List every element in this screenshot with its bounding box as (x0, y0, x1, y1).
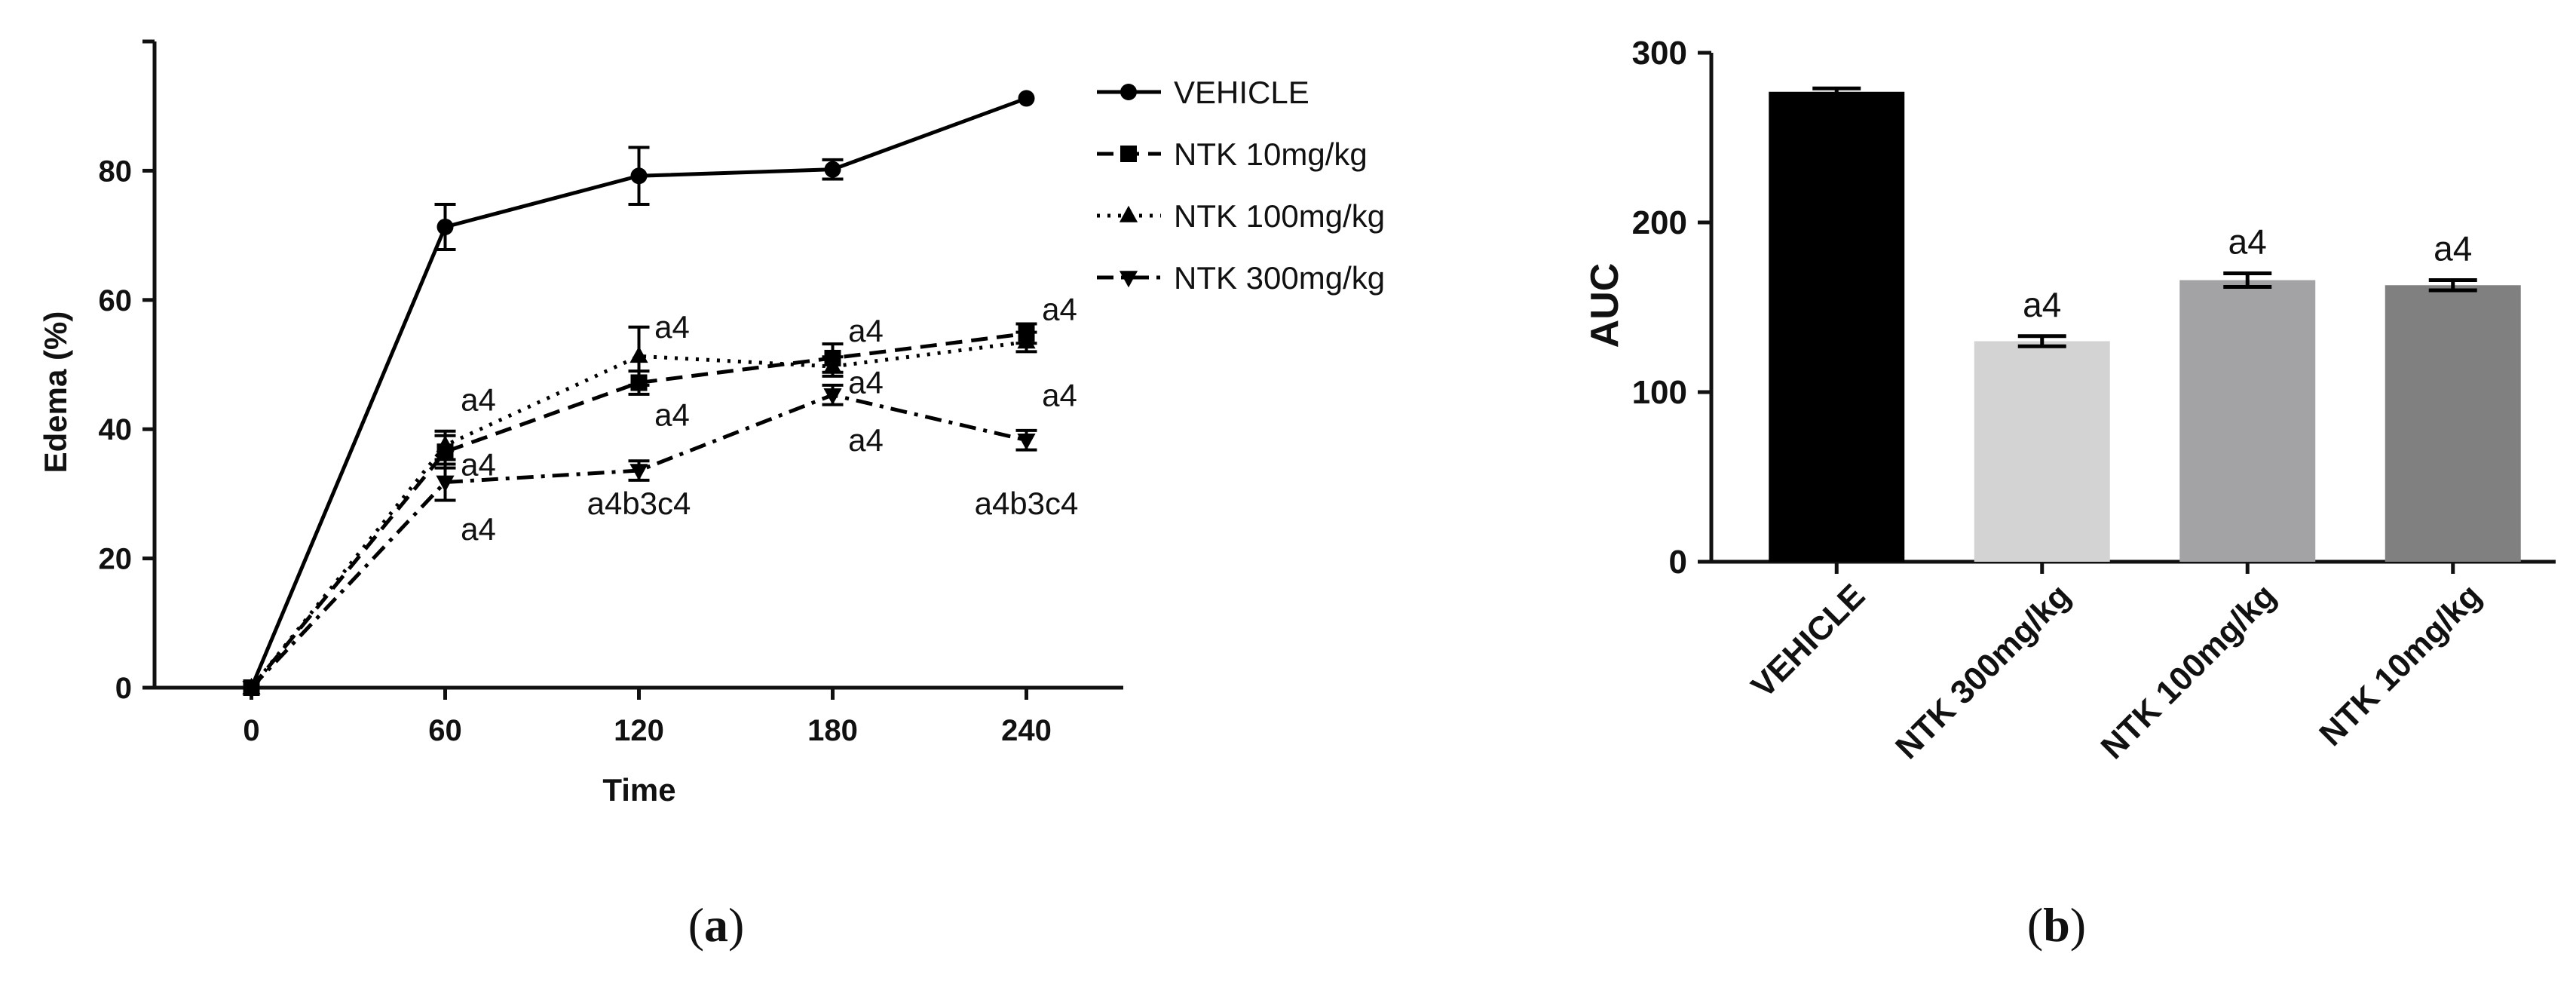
line-chart-series-3 (242, 383, 1037, 698)
line-chart-point (436, 218, 454, 235)
bar (2179, 280, 2316, 562)
legend-item-0: VEHICLE (1097, 75, 1309, 110)
line-chart-point (1017, 332, 1036, 349)
legend-label: NTK 100mg/kg (1174, 198, 1385, 234)
bar-chart-bars-layer: VEHICLE a4 NTK 300mg/kg a4 NTK 100mg/kg a4 NTK… (1744, 86, 2521, 766)
line-chart-y-tick-label: 0 (115, 672, 132, 705)
line-chart-annotations: a4 a4 a4 a4 a4 a4b3c4 a4 a4 a4 a4 a4 a4b3c4 (461, 292, 1078, 547)
bar-category-label: NTK 100mg/kg (2094, 577, 2283, 766)
line-chart-point (823, 356, 842, 373)
bar-group-2: a4 NTK 100mg/kg (2094, 222, 2316, 766)
bar-category-label: NTK 300mg/kg (1888, 577, 2078, 766)
line-chart-point (1017, 433, 1036, 450)
line-chart-series-line (250, 340, 1027, 689)
bar-chart-y-tick-label: 100 (1632, 374, 1687, 411)
bar (1974, 341, 2110, 562)
line-chart-y-tick-label: 80 (99, 155, 133, 188)
line-chart-x-tick-label: 240 (1001, 714, 1052, 747)
bar (2385, 285, 2521, 562)
line-chart-x-tick-label: 120 (614, 714, 664, 747)
line-chart-annotation: a4 (654, 309, 690, 345)
legend-label: NTK 300mg/kg (1174, 260, 1385, 296)
legend-item-1: NTK 10mg/kg (1097, 136, 1368, 172)
line-chart-annotation: a4 (848, 422, 884, 458)
legend-label: VEHICLE (1174, 75, 1309, 110)
line-chart-y-tick-label: 40 (99, 413, 133, 446)
bar-chart-panel: 0 100 200 300 VEHICLE a4 NTK 300mg/kg a4 NTK 10… (1583, 35, 2556, 952)
line-chart-point (823, 388, 842, 405)
legend-item-3: NTK 300mg/kg (1097, 260, 1385, 296)
line-chart-y-tick-label: 20 (99, 543, 133, 576)
line-chart-y-tick-label: 60 (99, 284, 133, 317)
bar-category-label: VEHICLE (1744, 577, 1872, 704)
line-chart-legend: VEHICLE NTK 10mg/kg NTK 100mg/kg NTK 300mg/… (1097, 75, 1385, 296)
bar-chart-y-axis-title: AUC (1583, 263, 1627, 348)
bar-chart-y-tick-label: 200 (1632, 204, 1687, 241)
line-chart-point (436, 435, 455, 452)
line-chart-annotation: a4 (848, 364, 884, 400)
panel-label-b: (b) (2027, 898, 2086, 952)
legend-marker-swatch (1120, 84, 1137, 100)
line-chart-annotation: a4 (461, 446, 496, 482)
legend-marker-swatch (1119, 205, 1138, 222)
legend-marker-swatch (1120, 146, 1137, 162)
panel-label-b-letter: b (2043, 898, 2070, 952)
line-chart-x-axis-title: Time (602, 772, 675, 808)
bar-chart-y-tick-label: 300 (1632, 35, 1687, 72)
line-chart-point (629, 464, 648, 481)
line-chart-annotation: a4 (1042, 292, 1077, 327)
line-chart-series-0 (243, 90, 1035, 696)
bar-group-1: a4 NTK 300mg/kg (1888, 285, 2110, 766)
bar-group-0: VEHICLE (1744, 86, 1905, 705)
line-chart-y-axis-title: Edema (%) (38, 311, 73, 474)
line-chart-series-layer (242, 90, 1037, 698)
bar-annotation: a4 (2434, 229, 2472, 268)
panel-label-a-letter: a (704, 898, 728, 952)
line-chart-series-2 (242, 325, 1037, 694)
legend-marker-swatch (1119, 271, 1138, 288)
line-chart-point (630, 167, 648, 185)
line-chart-annotation: a4 (461, 382, 496, 418)
panel-label-a: (a) (688, 898, 745, 952)
line-chart-x-tick-label: 0 (243, 714, 259, 747)
line-chart-series-line (250, 393, 1028, 689)
line-chart-annotation: a4 (848, 313, 884, 348)
line-chart-x-tick-label: 180 (807, 714, 858, 747)
line-chart-point (242, 681, 261, 698)
line-chart-series-line (250, 331, 1027, 689)
line-chart-annotation: a4 (461, 511, 496, 547)
line-chart-x-tick-label: 60 (428, 714, 462, 747)
line-chart-annotation: a4 (1042, 378, 1077, 413)
line-chart-annotation: a4b3c4 (975, 486, 1079, 521)
legend-item-2: NTK 100mg/kg (1097, 198, 1385, 234)
bar (1769, 91, 1905, 562)
bar-group-3: a4 NTK 10mg/kg (2312, 229, 2521, 753)
bar-annotation: a4 (2228, 222, 2267, 262)
line-chart-axes: 0 20 40 60 80 0 60 120 180 240 (99, 39, 1123, 747)
line-chart-point (824, 161, 841, 178)
line-chart-annotation: a4b3c4 (587, 486, 691, 521)
line-chart-point (436, 475, 455, 492)
bar-category-label: NTK 10mg/kg (2312, 577, 2488, 753)
line-chart-point (629, 346, 648, 363)
bar-annotation: a4 (2023, 285, 2061, 324)
legend-label: NTK 10mg/kg (1174, 136, 1368, 172)
bar-chart-y-tick-label: 0 (1669, 544, 1687, 581)
line-chart-point (1018, 90, 1035, 107)
line-chart-annotation: a4 (654, 397, 690, 432)
